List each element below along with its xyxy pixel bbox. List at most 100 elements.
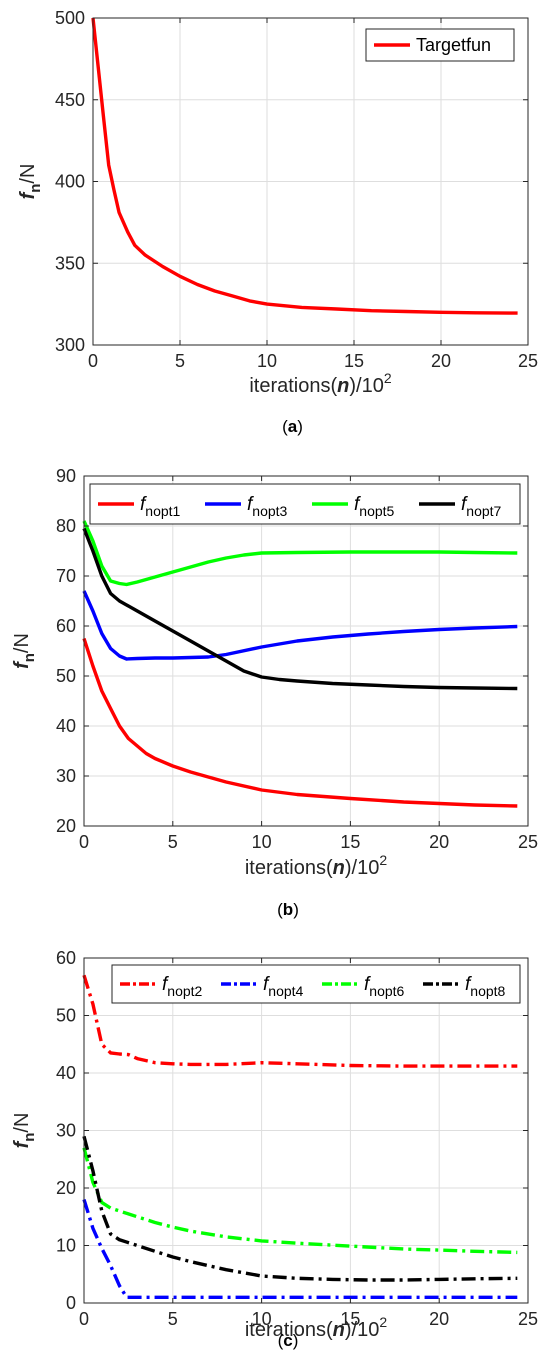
x-axis-label: iterations(n)/102: [249, 370, 392, 397]
legend-label-sub: nopt3: [252, 503, 287, 519]
x-tick-label: 20: [431, 351, 451, 371]
legend-label-sub: nopt4: [268, 983, 303, 999]
x-tick-label: 15: [344, 351, 364, 371]
x-tick-label: 5: [168, 1309, 178, 1329]
legend-label: fnopt5: [354, 494, 395, 519]
caption-open: (: [278, 1331, 284, 1350]
panel-caption: (a): [282, 417, 303, 436]
legend-label-sub: nopt8: [470, 983, 505, 999]
legend-label: fnopt8: [465, 974, 506, 999]
legend-label-var: f: [364, 974, 371, 995]
series-line-nopt1: [82, 637, 518, 808]
y-axis-label-sub: n: [27, 184, 44, 193]
x-tick-label: 25: [518, 351, 538, 371]
x-tick-label: 5: [168, 832, 178, 852]
x-axis-label-suffix: )/10: [345, 1319, 379, 1341]
y-axis-label-var: f: [17, 190, 39, 199]
panel-caption: (c): [278, 1331, 299, 1350]
x-axis-label-exponent: 2: [379, 852, 387, 868]
y-tick-label: 500: [55, 8, 85, 28]
y-tick-label: 70: [56, 566, 76, 586]
x-tick-label: 0: [79, 1309, 89, 1329]
x-tick-label: 5: [175, 351, 185, 371]
x-tick-label: 0: [88, 351, 98, 371]
series-line-nopt2: [82, 974, 518, 1068]
x-axis-label-prefix: iterations(: [249, 375, 337, 397]
series-line-nopt5: [82, 520, 518, 587]
x-axis-label-var: n: [333, 857, 345, 879]
y-tick-label: 30: [56, 766, 76, 786]
caption-open: (: [282, 417, 288, 436]
y-tick-label: 40: [56, 716, 76, 736]
caption-close: ): [293, 900, 299, 919]
y-tick-label: 20: [56, 816, 76, 836]
x-tick-label: 20: [429, 832, 449, 852]
chart-panel-a: 0 5 10 15 20 25300350400450500iterations(n)/1…: [17, 8, 538, 436]
x-tick-label: 10: [252, 832, 272, 852]
x-tick-label: 20: [429, 1309, 449, 1329]
y-tick-label: 10: [56, 1236, 76, 1256]
legend-label: Targetfun: [416, 35, 491, 55]
y-tick-label: 60: [56, 948, 76, 968]
series-line-nopt7: [82, 527, 518, 691]
legend-label-sub: nopt1: [145, 503, 180, 519]
x-axis-label-exponent: 2: [379, 1314, 387, 1330]
chart-panel-b: 0 5 10 15 20 252030405060708090iterations(n)/…: [11, 466, 538, 919]
legend-label-var: f: [465, 974, 472, 995]
legend: fnopt1 fnopt3 fnopt5 fnopt7: [89, 483, 521, 525]
legend-label-var: f: [247, 494, 254, 515]
legend-label-sub: nopt6: [369, 983, 404, 999]
y-tick-label: 50: [56, 666, 76, 686]
x-axis-label-suffix: )/10: [345, 857, 379, 879]
y-axis-label-unit: /N: [11, 633, 33, 653]
series-line-Targetfun: [91, 17, 518, 315]
legend-label-var: f: [461, 494, 468, 515]
y-tick-label: 350: [55, 253, 85, 273]
x-axis-label-prefix: iterations(: [245, 1319, 333, 1341]
y-axis-label-var: f: [11, 660, 33, 669]
x-axis-label: iterations(n)/102: [245, 852, 388, 879]
panel-caption: (b): [277, 900, 299, 919]
legend-label-var: f: [140, 494, 147, 515]
legend-label-sub: nopt7: [466, 503, 501, 519]
legend: fnopt2 fnopt4 fnopt6 fnopt8: [111, 964, 521, 1004]
series-line-nopt8: [82, 1135, 518, 1282]
series-line-nopt6: [82, 1147, 518, 1255]
y-axis-label-unit: /N: [11, 1113, 33, 1133]
y-axis-label-unit: /N: [17, 164, 39, 184]
y-tick-label: 450: [55, 90, 85, 110]
plot-area: [84, 476, 528, 826]
x-tick-label: 10: [257, 351, 277, 371]
legend-label-var: f: [354, 494, 361, 515]
x-axis-label-var: n: [337, 375, 349, 397]
legend: Targetfun: [365, 28, 515, 62]
x-tick-label: 0: [79, 832, 89, 852]
legend-label: fnopt1: [140, 494, 181, 519]
chart-panel-c: 0 5 10 15 20 250102030405060iterations(n)/102…: [11, 948, 538, 1350]
caption-open: (: [277, 900, 283, 919]
caption-letter: a: [288, 417, 298, 436]
caption-close: ): [293, 1331, 299, 1350]
caption-close: ): [297, 417, 303, 436]
legend-label: fnopt6: [364, 974, 405, 999]
y-axis-label: fn/N: [11, 1113, 38, 1149]
legend-label-sub: nopt5: [359, 503, 394, 519]
y-tick-label: 50: [56, 1006, 76, 1026]
y-tick-label: 0: [66, 1293, 76, 1313]
x-axis-label: iterations(n)/102: [245, 1314, 388, 1341]
legend-label: fnopt7: [461, 494, 502, 519]
y-tick-label: 30: [56, 1121, 76, 1141]
series-line-nopt4: [82, 1198, 518, 1299]
legend-label-var: f: [162, 974, 169, 995]
x-tick-label: 10: [252, 1309, 272, 1329]
y-tick-label: 60: [56, 616, 76, 636]
x-axis-label-var: n: [333, 1319, 345, 1341]
y-axis-label-sub: n: [21, 1133, 38, 1142]
legend-label: fnopt2: [162, 974, 203, 999]
y-tick-label: 20: [56, 1178, 76, 1198]
legend-label-text: Targetfun: [416, 35, 491, 55]
x-tick-label: 15: [340, 832, 360, 852]
y-axis-label-var: f: [11, 1139, 33, 1148]
axes-box: [83, 475, 529, 827]
y-tick-label: 400: [55, 172, 85, 192]
